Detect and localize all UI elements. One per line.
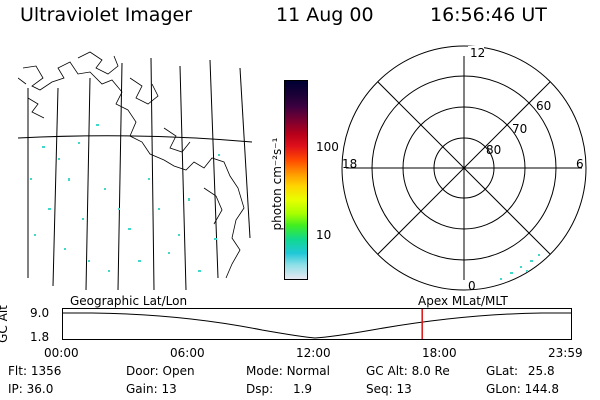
flt-info: Flt: 1356 [8,364,61,378]
polar-uv-speckles [500,254,540,280]
glon-value: 144.8 [524,382,559,396]
door-info: Door: Open [126,364,195,378]
dsp-label: Dsp: [246,382,274,396]
altitude-curve [62,312,572,339]
dsp-info: Dsp: 1.9 [246,382,312,396]
door-label: Door: [126,364,159,378]
glat-info: GLat: 25.8 [486,364,555,378]
x-tick-2359: 23:59 [548,346,583,360]
gc-alt-ylabel: GC Alt [0,305,10,343]
map-grid-lines [18,57,252,290]
mode-value: Normal [286,364,330,378]
door-value: Open [162,364,195,378]
color-scale-bar [284,80,308,280]
gcalt-info: GC Alt: 8.0 Re [366,364,450,378]
alt-tick-9: 9.0 [30,306,50,320]
glon-info: GLon: 144.8 [486,382,559,396]
altitude-plot [62,308,572,340]
gcalt-label: GC Alt: [366,364,408,378]
glon-label: GLon: [486,382,521,396]
seq-label: Seq: [366,382,393,396]
mlt-label-12: 12 [470,46,485,60]
gain-label: Gain: [126,382,158,396]
ip-value: 36.0 [26,382,54,396]
x-tick-0600: 06:00 [170,346,205,360]
glat-value: 25.8 [527,364,555,378]
x-tick-1800: 18:00 [422,346,457,360]
x-tick-1200: 12:00 [296,346,331,360]
x-tick-0000: 00:00 [44,346,79,360]
colorbar-unit-label: photon cm⁻²s⁻¹ [270,137,284,231]
polar-diagonal-2 [377,81,551,255]
polar-ring-outer [341,45,587,291]
gain-info: Gain: 13 [126,382,177,396]
gcalt-value: 8.0 Re [411,364,450,378]
colorbar-tick-10: 10 [316,228,332,242]
ip-info: IP: 36.0 [8,382,53,396]
coastline-outlines [18,51,245,279]
gain-value: 13 [161,382,177,396]
mode-info: Mode: Normal [246,364,330,378]
flt-label: Flt: [8,364,27,378]
geographic-caption: Geographic Lat/Lon [70,294,188,308]
geographic-map [18,51,252,290]
date-label: 11 Aug 00 [276,4,374,26]
mode-label: Mode: [246,364,283,378]
colorbar-tick-100: 100 [316,140,339,154]
glat-label: GLat: [486,364,519,378]
uv-noise-speckles [30,124,220,272]
dsp-value: 1.9 [292,382,313,396]
mlt-label-6: 6 [576,157,584,171]
lat-label-60: 60 [536,99,551,113]
lat-label-70: 70 [512,122,527,136]
mlt-label-0: 0 [468,279,476,293]
time-label: 16:56:46 UT [430,4,547,26]
altitude-frame [62,308,572,340]
flt-value: 1356 [30,364,62,378]
ip-label: IP: [8,382,23,396]
instrument-title: Ultraviolet Imager [20,4,193,26]
seq-value: 13 [396,382,412,396]
seq-info: Seq: 13 [366,382,412,396]
apex-caption: Apex MLat/MLT [418,294,508,308]
alt-tick-1-8: 1.8 [30,330,50,344]
polar-mlt-plot: 12 18 6 0 60 70 80 [341,45,587,293]
lat-label-80: 80 [486,143,501,157]
mlt-label-18: 18 [342,157,357,171]
